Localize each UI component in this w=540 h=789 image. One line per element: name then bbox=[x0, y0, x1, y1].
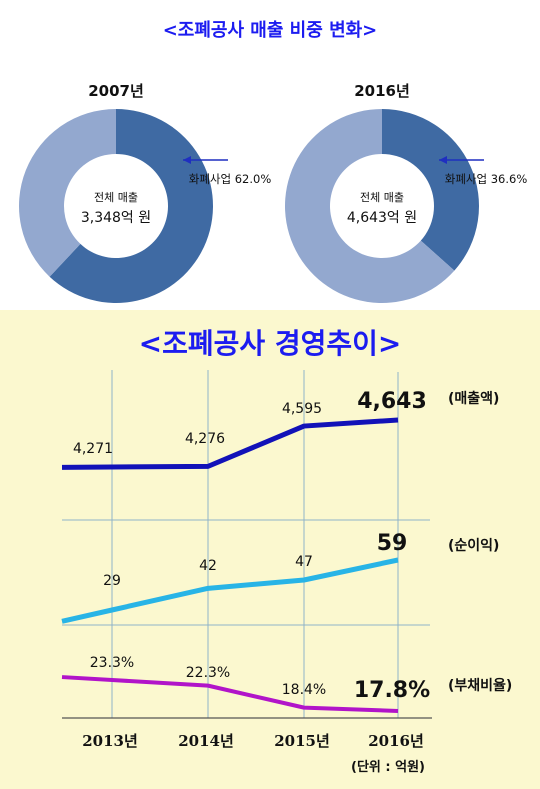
label-debt-2: 18.4% bbox=[282, 682, 326, 698]
donut-2016-slice-1 bbox=[284, 109, 455, 304]
donut-2007-slice-label: 화폐사업 62.0% bbox=[189, 172, 272, 186]
label-sales-0: 4,271 bbox=[73, 441, 113, 457]
line-sales bbox=[61, 417, 399, 470]
donut-2007-slice-0 bbox=[49, 109, 213, 303]
top-title: <조폐공사 매출 비중 변화> bbox=[162, 20, 378, 41]
label-debt-0: 23.3% bbox=[90, 655, 134, 671]
line-profit bbox=[61, 557, 399, 624]
donut-2016-title: 2016년 bbox=[354, 82, 410, 100]
label-sales-1: 4,276 bbox=[185, 431, 225, 447]
donut-2007-title: 2007년 bbox=[88, 82, 144, 100]
label-profit-1: 42 bbox=[199, 558, 217, 574]
x-tick-3: 2016년 bbox=[368, 732, 424, 750]
donut-2007-arrow-head bbox=[183, 156, 191, 164]
x-tick-0: 2013년 bbox=[82, 732, 138, 750]
donut-2007-center-label: 전체 매출 bbox=[94, 191, 138, 204]
label-debt-3: 17.8% bbox=[354, 678, 430, 703]
donut-2016-slice-label: 화폐사업 36.6% bbox=[445, 172, 528, 186]
donut-2016-center-label: 전체 매출 bbox=[360, 191, 404, 204]
bottom-panel bbox=[0, 310, 540, 789]
label-debt-1: 22.3% bbox=[186, 665, 230, 681]
bottom-title: <조폐공사 경영추이> bbox=[138, 327, 402, 360]
donut-2016-center-value: 4,643억 원 bbox=[347, 210, 417, 226]
label-profit-0: 29 bbox=[103, 573, 121, 589]
line-debt bbox=[61, 675, 399, 713]
legend-sales: (매출액) bbox=[448, 390, 499, 407]
donut-2016-arrow-head bbox=[439, 156, 447, 164]
donut-2007-center-value: 3,348억 원 bbox=[81, 210, 151, 226]
unit-note: (단위 : 억원) bbox=[351, 759, 425, 775]
donut-2016-slice-0 bbox=[382, 109, 479, 271]
donut-2007-slice-1 bbox=[19, 109, 116, 277]
label-profit-2: 47 bbox=[295, 554, 313, 570]
legend-debt: (부채비율) bbox=[448, 677, 512, 694]
label-sales-2: 4,595 bbox=[282, 401, 322, 417]
x-tick-1: 2014년 bbox=[178, 732, 234, 750]
legend-profit: (순이익) bbox=[448, 537, 499, 554]
label-sales-3: 4,643 bbox=[357, 389, 427, 414]
x-tick-2: 2015년 bbox=[274, 732, 330, 750]
label-profit-3: 59 bbox=[377, 531, 408, 556]
